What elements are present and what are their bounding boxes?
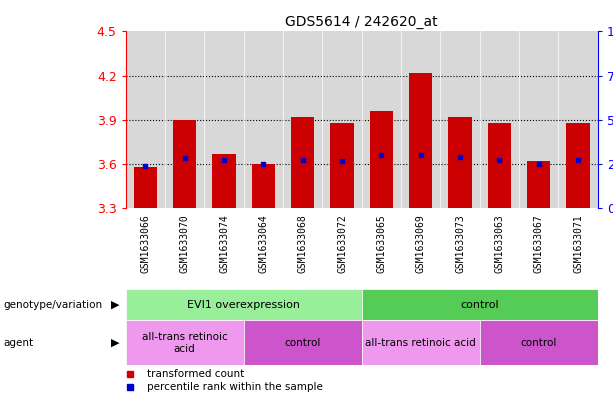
Text: GSM1633069: GSM1633069 (416, 215, 425, 274)
Text: GSM1633067: GSM1633067 (534, 215, 544, 274)
Text: GSM1633066: GSM1633066 (140, 215, 150, 274)
Text: EVI1 overexpression: EVI1 overexpression (187, 299, 300, 310)
Bar (479, 320, 598, 365)
Text: transformed count: transformed count (147, 369, 244, 379)
Bar (448, 117, 472, 208)
Text: control: control (520, 338, 557, 348)
Bar (330, 123, 354, 208)
Text: GSM1633070: GSM1633070 (180, 215, 189, 274)
Text: all-trans retinoic acid: all-trans retinoic acid (365, 338, 476, 348)
Text: GSM1633071: GSM1633071 (573, 215, 583, 274)
Bar (362, 289, 598, 320)
Text: ▶: ▶ (111, 299, 120, 310)
Text: control: control (284, 338, 321, 348)
Bar (126, 320, 243, 365)
Text: control: control (460, 299, 499, 310)
Bar (212, 154, 236, 208)
Bar (362, 320, 479, 365)
Text: GSM1633063: GSM1633063 (494, 215, 504, 274)
Bar (173, 120, 196, 208)
Text: genotype/variation: genotype/variation (3, 299, 102, 310)
Bar (566, 123, 590, 208)
Text: GSM1633073: GSM1633073 (455, 215, 465, 274)
Text: GSM1633064: GSM1633064 (258, 215, 268, 274)
Bar (251, 164, 275, 208)
Bar (527, 161, 550, 208)
Bar (409, 73, 433, 208)
Text: agent: agent (3, 338, 33, 348)
Text: percentile rank within the sample: percentile rank within the sample (147, 382, 323, 391)
Text: ▶: ▶ (111, 338, 120, 348)
Text: GSM1633072: GSM1633072 (337, 215, 347, 274)
Bar (243, 320, 362, 365)
Bar (134, 167, 157, 208)
Text: GSM1633074: GSM1633074 (219, 215, 229, 274)
Bar (291, 117, 314, 208)
Title: GDS5614 / 242620_at: GDS5614 / 242620_at (286, 15, 438, 29)
Bar (370, 111, 393, 208)
Text: GSM1633065: GSM1633065 (376, 215, 386, 274)
Text: GSM1633068: GSM1633068 (298, 215, 308, 274)
Bar (487, 123, 511, 208)
Text: all-trans retinoic
acid: all-trans retinoic acid (142, 332, 227, 354)
Bar (126, 289, 362, 320)
